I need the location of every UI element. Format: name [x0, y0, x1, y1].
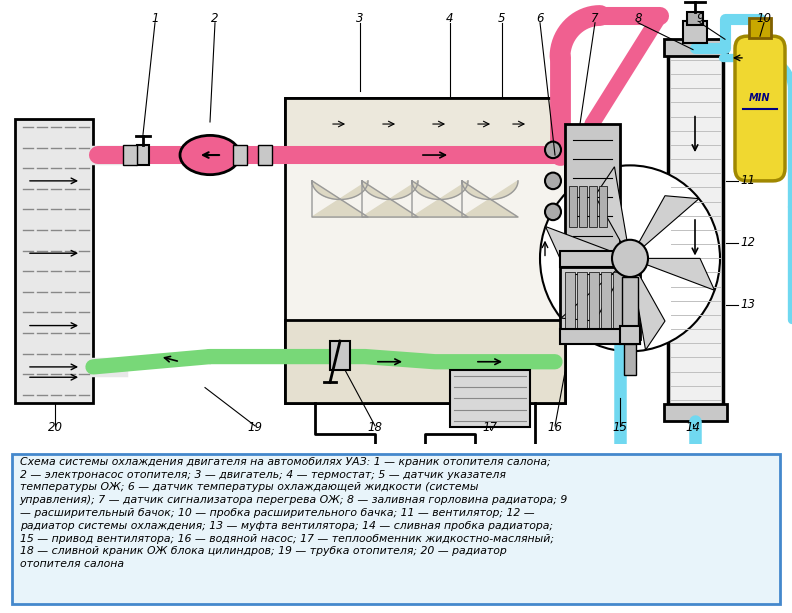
Text: 16: 16	[547, 421, 562, 434]
Bar	[330, 341, 350, 370]
Text: 6: 6	[536, 12, 544, 25]
Bar	[589, 272, 599, 334]
Bar	[620, 326, 640, 344]
Bar	[668, 51, 723, 408]
Text: 8: 8	[634, 12, 642, 25]
Polygon shape	[546, 226, 630, 259]
Text: 10: 10	[756, 12, 771, 25]
Polygon shape	[630, 259, 714, 291]
Polygon shape	[362, 181, 418, 217]
Bar	[285, 321, 565, 403]
Bar	[258, 145, 272, 166]
Bar	[450, 370, 530, 427]
Bar	[579, 186, 587, 227]
Circle shape	[545, 142, 561, 158]
Bar	[664, 39, 727, 56]
Polygon shape	[312, 181, 368, 217]
Text: Схема системы охлаждения двигателя на автомобилях УАЗ: 1 — краник отопителя сало: Схема системы охлаждения двигателя на ав…	[20, 457, 568, 569]
Text: 3: 3	[356, 12, 364, 25]
Text: 2: 2	[211, 12, 219, 25]
Bar	[599, 186, 607, 227]
Text: 13: 13	[740, 299, 755, 311]
Bar	[15, 119, 93, 403]
Bar	[749, 18, 771, 38]
FancyBboxPatch shape	[735, 36, 785, 181]
Text: 14: 14	[686, 421, 700, 434]
Text: 7: 7	[592, 12, 599, 25]
Bar	[137, 145, 149, 166]
Bar	[683, 21, 707, 44]
Bar	[687, 12, 703, 25]
Bar	[601, 272, 611, 334]
Circle shape	[612, 240, 648, 277]
Text: MIN: MIN	[749, 93, 771, 103]
Bar	[560, 329, 640, 344]
Polygon shape	[630, 196, 699, 259]
Bar	[613, 272, 623, 334]
Circle shape	[545, 173, 561, 189]
Text: 11: 11	[740, 174, 755, 188]
Bar	[622, 277, 638, 334]
Text: 4: 4	[446, 12, 454, 25]
Bar	[624, 344, 636, 375]
Bar	[569, 186, 577, 227]
Text: 19: 19	[247, 421, 262, 434]
Text: 12: 12	[740, 237, 755, 249]
Text: 17: 17	[482, 421, 497, 434]
Polygon shape	[561, 259, 630, 321]
Polygon shape	[412, 181, 468, 217]
Polygon shape	[462, 181, 518, 217]
Bar	[565, 124, 620, 289]
Bar	[233, 145, 247, 166]
Polygon shape	[630, 259, 665, 350]
Bar	[285, 98, 565, 150]
Bar	[589, 186, 597, 227]
Text: 5: 5	[498, 12, 506, 25]
Polygon shape	[595, 167, 630, 259]
Bar	[565, 272, 575, 334]
Text: 1: 1	[151, 12, 158, 25]
Bar	[123, 145, 137, 166]
Bar	[560, 267, 640, 339]
Bar	[664, 404, 727, 421]
Circle shape	[545, 204, 561, 220]
Circle shape	[540, 166, 720, 351]
Ellipse shape	[180, 135, 240, 175]
Text: 20: 20	[48, 421, 63, 434]
FancyBboxPatch shape	[12, 454, 780, 604]
Text: 9: 9	[696, 12, 704, 25]
Text: 15: 15	[612, 421, 627, 434]
Bar	[560, 251, 640, 267]
Text: 18: 18	[367, 421, 383, 434]
Bar	[285, 98, 565, 403]
Bar	[577, 272, 587, 334]
